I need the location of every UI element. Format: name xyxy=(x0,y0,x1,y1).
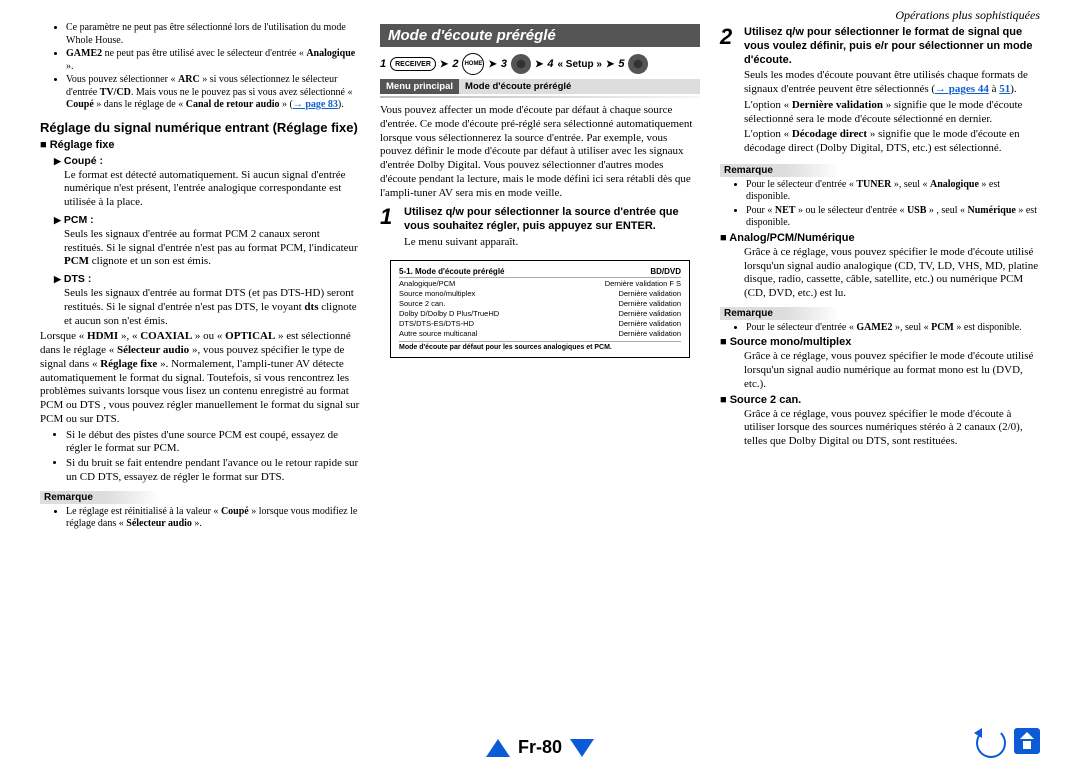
osd-row: DTS/DTS-ES/DTS-HDDernière validation xyxy=(399,319,681,329)
step-2-icon: 2 xyxy=(452,58,458,70)
tabs-divider xyxy=(380,96,700,98)
step-number: 1 xyxy=(380,206,398,251)
footer-icons xyxy=(976,728,1040,758)
osd-row: Analogique/PCMDernière validation F S xyxy=(399,279,681,289)
tab-mode: Mode d'écoute préréglé xyxy=(459,79,700,94)
back-icon[interactable] xyxy=(976,728,1006,758)
setup-label: « Setup » xyxy=(557,59,601,70)
tab-main: Menu principal xyxy=(380,79,459,94)
list-item: Pour le sélecteur d'entrée « GAME2 », se… xyxy=(746,322,1040,335)
list-item: Le réglage est réinitialisé à la valeur … xyxy=(66,506,360,531)
option-coupe: Coupé : xyxy=(54,155,360,167)
osd-title: 5-1. Mode d'écoute préréglé BD/DVD xyxy=(399,267,681,278)
step-1: 1 Utilisez q/w pour sélectionner la sour… xyxy=(380,206,700,251)
dpad-icon xyxy=(628,54,648,74)
subsection-analog: Analog/PCM/Numérique xyxy=(720,232,855,244)
option-desc: Seuls les signaux d'entrée au format PCM… xyxy=(40,228,360,269)
paragraph: Grâce à ce réglage, vous pouvez spécifie… xyxy=(720,350,1040,391)
page: Opérations plus sophistiquées Ce paramèt… xyxy=(0,0,1080,764)
remarque-label: Remarque xyxy=(720,307,840,320)
intro-paragraph: Vous pouvez affecter un mode d'écoute pa… xyxy=(380,104,700,200)
menu-tabs: Menu principal Mode d'écoute préréglé xyxy=(380,79,700,94)
option-desc: Seuls les signaux d'entrée au format DTS… xyxy=(40,287,360,328)
title-bar: Mode d'écoute préréglé xyxy=(380,24,700,47)
osd-row: Source mono/multiplexDernière validation xyxy=(399,289,681,299)
osd-display: 5-1. Mode d'écoute préréglé BD/DVD Analo… xyxy=(390,260,690,358)
step-body: Utilisez q/w pour sélectionner le format… xyxy=(744,26,1040,158)
remarque-label: Remarque xyxy=(40,491,160,504)
subsection-mono: Source mono/multiplex xyxy=(720,336,851,348)
top-notes-list: Ce paramètre ne peut pas être sélectionn… xyxy=(40,22,360,112)
column-center: Mode d'écoute préréglé 1 RECEIVER ➤ 2 HO… xyxy=(380,20,700,533)
page-number: Fr-80 xyxy=(518,737,562,758)
section-title: Réglage du signal numérique entrant (Rég… xyxy=(40,120,360,135)
dpad-icon xyxy=(511,54,531,74)
step-2: 2 Utilisez q/w pour sélectionner le form… xyxy=(720,26,1040,158)
tips-list: Si le début des pistes d'une source PCM … xyxy=(40,429,360,485)
list-item: Si du bruit se fait entendre pendant l'a… xyxy=(66,457,360,485)
column-right: 2 Utilisez q/w pour sélectionner le form… xyxy=(720,20,1040,533)
list-item: Pour le sélecteur d'entrée « TUNER », se… xyxy=(746,179,1040,204)
osd-row: Source 2 can.Dernière validation xyxy=(399,299,681,309)
step-3-icon: 3 xyxy=(501,58,507,70)
arrow-icon: ➤ xyxy=(440,59,448,70)
osd-row: Autre source multicanalDernière validati… xyxy=(399,329,681,339)
osd-row: Dolby D/Dolby D Plus/TrueHDDernière vali… xyxy=(399,309,681,319)
next-page-icon[interactable] xyxy=(570,739,594,757)
paragraph: Grâce à ce réglage, vous pouvez spécifie… xyxy=(720,246,1040,301)
link-page83[interactable]: → page 83 xyxy=(293,99,338,110)
option-dts: DTS : xyxy=(54,273,360,285)
arrow-icon: ➤ xyxy=(535,59,543,70)
paragraph: L'option « Dernière validation » signifi… xyxy=(744,99,1040,127)
osd-footer: Mode d'écoute par défaut pour les source… xyxy=(399,341,681,351)
step-after: Le menu suivant apparaît. xyxy=(404,236,700,250)
home-icon[interactable] xyxy=(1014,728,1040,754)
option-pcm: PCM : xyxy=(54,214,360,226)
link-page-51[interactable]: 51 xyxy=(999,83,1010,95)
subsection-src2: Source 2 can. xyxy=(720,394,801,406)
remarque-list: Pour le sélecteur d'entrée « TUNER », se… xyxy=(720,179,1040,230)
step-1-icon: 1 xyxy=(380,58,386,70)
remarque-list: Le réglage est réinitialisé à la valeur … xyxy=(40,506,360,531)
arrow-icon: ➤ xyxy=(606,59,614,70)
subsection-title: Réglage fixe xyxy=(40,139,115,151)
list-item: Pour « NET » ou le sélecteur d'entrée « … xyxy=(746,205,1040,230)
option-desc: Le format est détecté automatiquement. S… xyxy=(40,169,360,210)
remarque-label: Remarque xyxy=(720,164,840,177)
columns-wrap: Ce paramètre ne peut pas être sélectionn… xyxy=(40,20,1040,533)
list-item: Vous pouvez sélectionner « ARC » si vous… xyxy=(66,74,360,112)
step-body: Utilisez q/w pour sélectionner la source… xyxy=(404,206,700,251)
prev-page-icon[interactable] xyxy=(486,739,510,757)
home-button-icon: HOME xyxy=(462,53,484,75)
column-left: Ce paramètre ne peut pas être sélectionn… xyxy=(40,20,360,533)
nav-path: 1 RECEIVER ➤ 2 HOME ➤ 3 ➤ 4 « Setup » ➤ … xyxy=(380,53,700,75)
list-item: GAME2 ne peut pas être utilisé avec le s… xyxy=(66,48,360,73)
arrow-icon: ➤ xyxy=(488,59,496,70)
step-after: Seuls les modes d'écoute pouvant être ut… xyxy=(744,69,1040,97)
page-footer: Fr-80 xyxy=(0,737,1080,758)
step-5-icon: 5 xyxy=(618,58,624,70)
remarque-list: Pour le sélecteur d'entrée « GAME2 », se… xyxy=(720,322,1040,335)
paragraph: Grâce à ce réglage, vous pouvez spécifie… xyxy=(720,408,1040,449)
list-item: Si le début des pistes d'une source PCM … xyxy=(66,429,360,457)
link-pages-44-51[interactable]: → pages 44 xyxy=(935,83,989,95)
step-4-icon: 4 xyxy=(547,58,553,70)
step-number: 2 xyxy=(720,26,738,158)
list-item: Ce paramètre ne peut pas être sélectionn… xyxy=(66,22,360,47)
paragraph: L'option « Décodage direct » signifie qu… xyxy=(744,128,1040,156)
page-header: Opérations plus sophistiquées xyxy=(895,8,1040,23)
receiver-button-icon: RECEIVER xyxy=(390,57,436,71)
paragraph: Lorsque « HDMI », « COAXIAL » ou « OPTIC… xyxy=(40,330,360,426)
